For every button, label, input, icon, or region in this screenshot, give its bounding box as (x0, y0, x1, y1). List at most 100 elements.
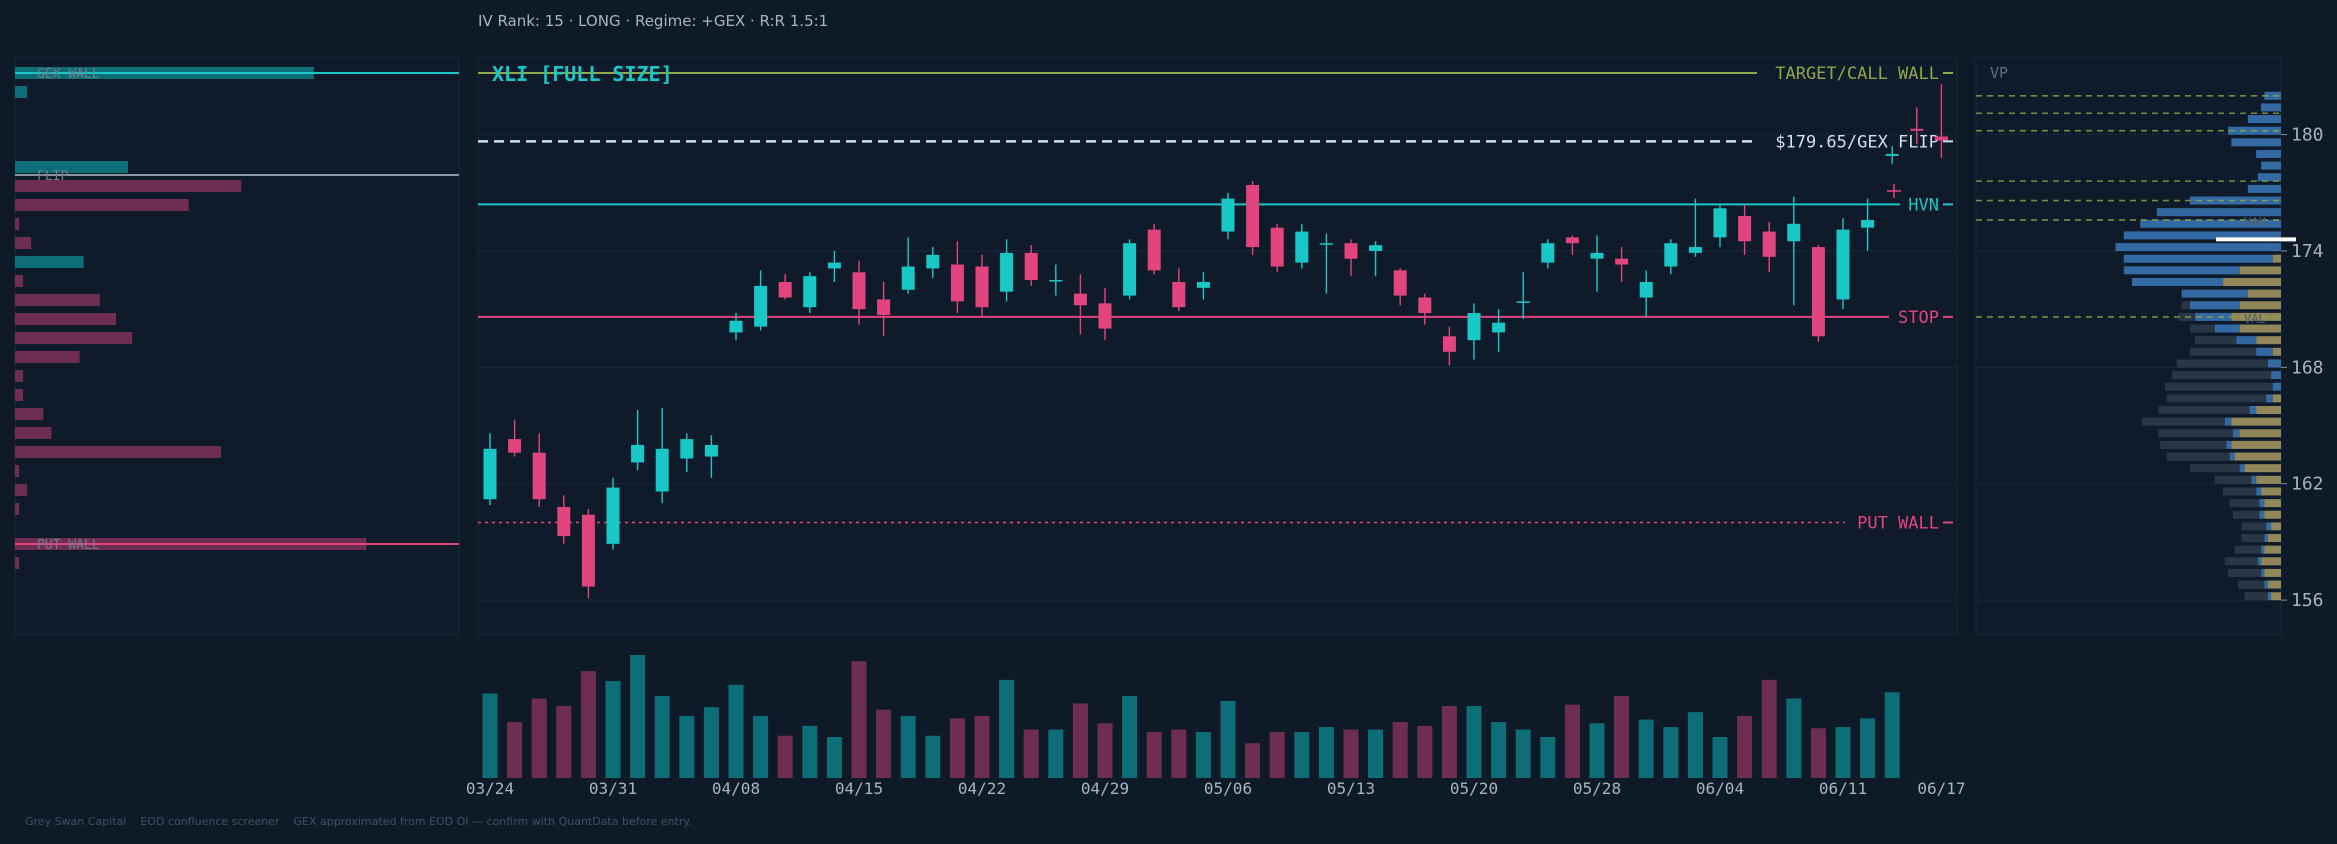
y-tick-label: 156 (2291, 590, 2324, 611)
candle-body (1664, 243, 1678, 267)
vp-blue-bar (2261, 545, 2265, 554)
vp-blue-bar (2267, 592, 2272, 601)
volume-bar (1835, 727, 1851, 778)
candle (1344, 239, 1358, 277)
candle (1123, 239, 1137, 300)
vp-grey-bar (2223, 487, 2257, 496)
candle (1713, 204, 1727, 248)
candle-body (1123, 243, 1137, 296)
volume-bar (777, 735, 793, 778)
x-tick-label: 06/11 (1819, 779, 1867, 798)
candle (1270, 223, 1284, 273)
header-sep: · (745, 12, 760, 30)
volume-bar (605, 681, 621, 778)
volume-bar (1392, 722, 1408, 778)
volume-bar (1564, 704, 1580, 778)
candle-body (729, 320, 743, 333)
candle-body (1590, 252, 1604, 259)
candle-body (1246, 185, 1260, 248)
candle-body (1442, 336, 1456, 352)
vp-gold-bar (2239, 429, 2281, 438)
candle-body (1344, 243, 1358, 259)
candle (1934, 84, 1948, 158)
vp-blue-bar (2181, 289, 2248, 298)
candle-body (1393, 270, 1407, 296)
candle-body (1541, 243, 1555, 263)
candle (1369, 241, 1383, 277)
vp-blue-bar (2267, 359, 2281, 368)
candle-body (1688, 247, 1702, 253)
candle (1836, 217, 1850, 310)
candle (827, 250, 841, 282)
candle (1590, 235, 1604, 292)
vp-grey-bar (2166, 394, 2267, 403)
vp-gold-bar (2231, 417, 2281, 426)
candle-body (1787, 223, 1801, 242)
volume-bar (531, 698, 547, 778)
candle (1172, 268, 1186, 312)
candle-body (1861, 219, 1875, 228)
x-tick-label: 05/28 (1573, 779, 1621, 798)
vp-gold-bar (2272, 254, 2281, 263)
vp-gold-bar (2267, 580, 2281, 589)
y-tick-label: 180 (2291, 125, 2324, 146)
x-tick-label: 05/20 (1450, 779, 1498, 798)
volume-bar (999, 679, 1015, 778)
vp-blue-bar (2272, 382, 2281, 391)
vp-blue-bar (2224, 417, 2232, 426)
candle-body (606, 487, 620, 544)
volume-bar (654, 696, 670, 778)
vp-blue-bar (2232, 429, 2240, 438)
vp-grey-bar (2232, 510, 2260, 519)
volume-bar (1687, 712, 1703, 778)
vp-blue-bar (2256, 487, 2262, 496)
header-stats: IV Rank: 15 · LONG · Regime: +GEX · R:R … (478, 12, 828, 30)
vp-gold-bar (2264, 510, 2281, 519)
candle (1442, 326, 1456, 366)
volume-bar (1810, 728, 1826, 778)
candle-body (1319, 243, 1333, 245)
level-label: $179.65/GEX FLIP (1775, 132, 1939, 152)
candle (483, 433, 497, 506)
vp-blue-bar (2271, 371, 2281, 380)
volume-bar (1343, 729, 1359, 778)
volume-bar (556, 705, 572, 778)
volume-bar (1195, 732, 1211, 778)
volume-bar (1441, 705, 1457, 778)
volume-bar (900, 715, 916, 778)
volume-bar (679, 715, 695, 778)
x-tick-label: 06/17 (1917, 779, 1965, 798)
candle (1885, 146, 1899, 164)
candle-body (1073, 293, 1087, 306)
candle (1295, 223, 1309, 269)
candle (1393, 268, 1407, 306)
vp-blue-bar (2189, 301, 2240, 310)
vp-blue-bar (2266, 394, 2273, 403)
volume-bar (1146, 732, 1162, 778)
y-tick-label: 168 (2291, 357, 2324, 378)
vp-blue-bar (2229, 452, 2235, 461)
gex-level-label: PUT WALL (37, 538, 100, 553)
candle-body (1639, 281, 1653, 298)
candle (1049, 264, 1063, 296)
vp-gold-bar (2264, 545, 2281, 554)
gex-bar (15, 180, 242, 192)
candle-body (1492, 322, 1506, 333)
volume-bar (728, 684, 744, 778)
vp-blue-bar (2132, 277, 2224, 286)
iv-rank: IV Rank: 15 (478, 12, 564, 30)
vp-gold-bar (2244, 464, 2281, 473)
footer-screener: EOD confluence screener (140, 815, 280, 828)
candle (1811, 245, 1825, 343)
candle-body (1049, 280, 1063, 282)
gex-bar (15, 86, 28, 98)
gex-bar (15, 484, 28, 496)
candle (1246, 181, 1260, 255)
x-tick-label: 05/06 (1204, 779, 1252, 798)
volume-bar (482, 693, 498, 778)
volume-bar (974, 715, 990, 778)
footer-brand: Grey Swan Capital (25, 815, 127, 828)
volume-profile-panel (1975, 56, 2282, 636)
volume-bar (753, 715, 769, 778)
